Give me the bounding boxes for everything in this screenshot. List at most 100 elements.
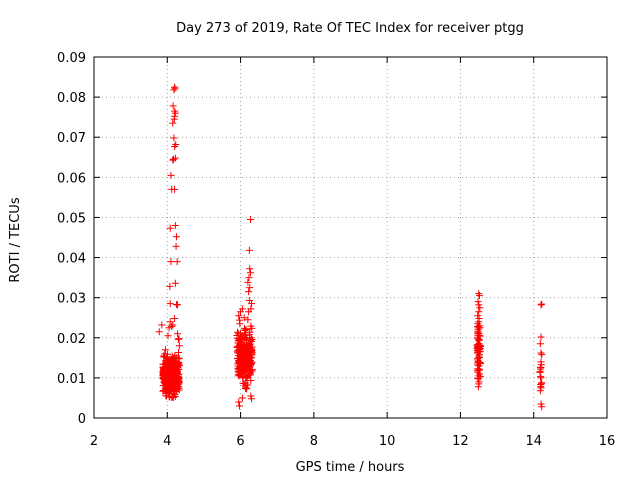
data-point: [474, 358, 482, 366]
data-point: [164, 386, 172, 394]
data-point: [168, 323, 176, 331]
data-point: [475, 365, 483, 373]
data-point: [169, 119, 177, 127]
data-point: [171, 279, 179, 287]
data-point: [171, 315, 179, 323]
data-point: [171, 107, 179, 115]
data-point: [245, 288, 253, 296]
data-point: [169, 355, 177, 363]
data-point: [245, 274, 253, 282]
data-point: [166, 282, 174, 290]
data-point: [248, 395, 256, 403]
data-point: [169, 321, 177, 329]
data-point: [235, 402, 243, 410]
x-tick-label: 10: [379, 434, 396, 449]
data-point: [248, 366, 256, 374]
data-point: [171, 352, 179, 360]
data-point: [160, 387, 168, 395]
data-point: [237, 369, 245, 377]
data-point: [166, 224, 174, 232]
data-point: [175, 335, 183, 343]
x-tick-label: 12: [452, 434, 469, 449]
data-point: [168, 393, 176, 401]
data-point: [174, 381, 182, 389]
data-point: [240, 314, 248, 322]
data-point: [537, 365, 545, 373]
data-point: [166, 300, 174, 308]
data-point: [167, 258, 175, 266]
data-point: [171, 392, 179, 400]
data-point: [241, 370, 249, 378]
data-point: [475, 308, 483, 316]
data-point: [235, 398, 243, 406]
data-point: [538, 403, 546, 411]
data-point: [172, 242, 180, 250]
data-point: [158, 321, 166, 329]
data-point: [234, 328, 242, 336]
data-point: [474, 383, 482, 391]
data-point: [246, 269, 254, 277]
data-point: [248, 354, 256, 362]
x-tick-label: 4: [163, 434, 171, 449]
x-tick-label: 16: [599, 434, 616, 449]
data-point: [476, 324, 484, 332]
data-point: [247, 305, 255, 313]
data-point: [243, 385, 251, 393]
data-point: [244, 316, 252, 324]
data-point: [246, 284, 254, 292]
data-point: [474, 336, 482, 344]
data-point: [164, 354, 172, 362]
x-tick-label: 6: [236, 434, 244, 449]
data-point: [246, 353, 254, 361]
data-point: [161, 369, 169, 377]
data-point: [247, 376, 255, 384]
data-point: [235, 312, 243, 320]
data-point: [160, 373, 168, 381]
data-point: [172, 140, 180, 148]
data-point: [171, 185, 179, 193]
data-point: [475, 292, 483, 300]
data-point: [476, 304, 484, 312]
data-point: [242, 379, 250, 387]
data-point: [169, 368, 177, 376]
data-point: [245, 296, 253, 304]
data-point: [475, 315, 483, 323]
data-point: [245, 246, 253, 254]
data-point: [248, 358, 256, 366]
data-point: [164, 332, 172, 340]
data-point: [237, 341, 245, 349]
data-point: [169, 156, 177, 164]
data-point: [172, 375, 180, 383]
data-point: [165, 393, 173, 401]
data-point: [172, 366, 180, 374]
data-point: [175, 342, 183, 350]
y-tick-label: 0.01: [57, 372, 86, 387]
data-point: [236, 320, 244, 328]
y-tick-label: 0.05: [57, 211, 86, 226]
data-point: [173, 258, 181, 266]
y-tick-label: 0.03: [57, 292, 86, 307]
data-point: [167, 171, 175, 179]
data-point: [475, 329, 483, 337]
data-point: [174, 360, 182, 368]
data-point: [537, 301, 545, 309]
data-point: [241, 327, 249, 335]
x-tick-label: 8: [310, 434, 318, 449]
data-point: [245, 341, 253, 349]
y-tick-label: 0.07: [57, 131, 86, 146]
data-point: [247, 322, 255, 330]
data-point: [169, 378, 177, 386]
data-point: [240, 360, 248, 368]
data-point: [242, 326, 250, 334]
data-point: [237, 330, 245, 338]
data-point: [474, 375, 482, 383]
plot-frame: [93, 56, 608, 419]
data-point: [174, 330, 182, 338]
data-point: [238, 335, 246, 343]
y-tick-label: 0.02: [57, 332, 86, 347]
data-point: [161, 346, 169, 354]
data-point: [536, 387, 544, 395]
data-point: [537, 358, 545, 366]
data-point: [234, 368, 242, 376]
